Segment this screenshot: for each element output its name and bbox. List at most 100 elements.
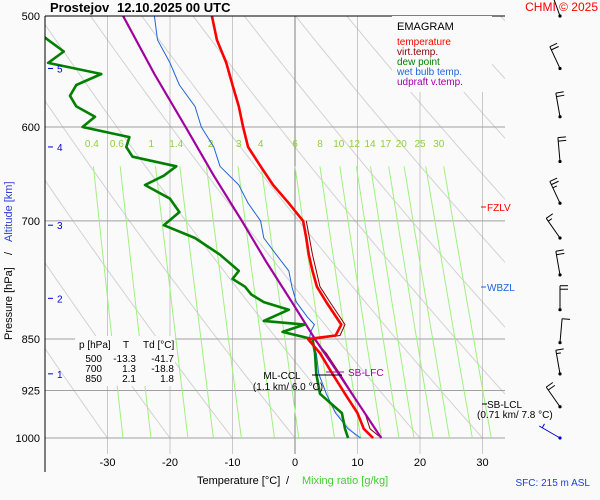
dry-adiabat bbox=[397, 16, 505, 139]
table-cell: 2.1 bbox=[122, 374, 136, 385]
dry-adiabat bbox=[45, 179, 233, 439]
altitude-tick-label: 3 bbox=[57, 221, 63, 232]
table-cell: -18.8 bbox=[151, 364, 174, 375]
mixing-ratio-line bbox=[339, 166, 383, 439]
wind-barb-staff bbox=[538, 425, 561, 439]
mixing-ratio-line bbox=[443, 166, 492, 439]
wind-barbs bbox=[538, 0, 571, 440]
series-layer bbox=[45, 16, 383, 439]
wind-barb-feather bbox=[555, 348, 564, 351]
mixing-ratio-line bbox=[155, 166, 189, 439]
mixing-ratio-line bbox=[119, 166, 152, 439]
wind-barb-feather bbox=[552, 185, 558, 189]
wind-barb-feather bbox=[545, 213, 554, 219]
legend-item-updraft: udpraft v.temp. bbox=[397, 77, 463, 88]
wind-barb-feather bbox=[551, 180, 559, 186]
legend-title: EMAGRAM bbox=[397, 21, 454, 33]
y-tick-label: 700 bbox=[22, 216, 40, 228]
dry-adiabat bbox=[499, 16, 505, 22]
mixing-ratio-label: 25 bbox=[414, 139, 426, 150]
wind-barb bbox=[549, 42, 562, 71]
wind-barb-feather bbox=[549, 42, 558, 48]
mixing-ratio-line bbox=[205, 166, 242, 439]
y-axis-label-altitude: Altitude [km] bbox=[3, 181, 15, 242]
mixing-ratio-label: 8 bbox=[317, 139, 323, 150]
wind-barb-feather bbox=[555, 249, 564, 252]
mixing-ratio-label: 4 bbox=[258, 139, 264, 150]
series-line-dew-point bbox=[45, 35, 350, 439]
dry-adiabat bbox=[45, 347, 108, 439]
y-tick-label: 1000 bbox=[16, 433, 40, 445]
ml-ccl-detail: (1.1 km/ 6.0 °C) bbox=[253, 382, 323, 393]
wind-barb-feather bbox=[556, 252, 565, 256]
wind-barb-feather bbox=[562, 318, 571, 320]
sb-lcl-label: SB-LCL bbox=[487, 400, 522, 411]
wind-barb-feather bbox=[545, 382, 554, 388]
dry-adiabat bbox=[45, 100, 296, 439]
mixing-ratio-label: 12 bbox=[349, 139, 361, 150]
mixing-ratio-label: 0.4 bbox=[85, 139, 99, 150]
wind-barb-staff bbox=[549, 46, 561, 69]
levels-table-background bbox=[75, 336, 175, 386]
wind-barb-staff bbox=[559, 318, 563, 343]
x-tick-label: 0 bbox=[292, 457, 298, 469]
annotations: ML-CCL (1.1 km/ 6.0 °C) SB-LFC SB-LCL (0… bbox=[253, 203, 553, 421]
wind-barb-feather bbox=[549, 177, 558, 182]
mixing-ratio-label: 1.4 bbox=[169, 139, 183, 150]
mixing-ratio-label: 14 bbox=[364, 139, 376, 150]
altitude-tick-label: 5 bbox=[57, 64, 63, 75]
legend-item-wet-bulb: wet bulb temp. bbox=[396, 67, 462, 78]
mixing-ratio-label: 30 bbox=[433, 139, 445, 150]
table-header-p: p [hPa] bbox=[79, 340, 111, 351]
x-tick-label: -10 bbox=[225, 457, 241, 469]
mixing-ratio-line bbox=[388, 166, 434, 439]
wind-barb bbox=[545, 382, 562, 409]
dry-adiabat bbox=[346, 16, 505, 201]
wind-barb bbox=[538, 423, 562, 440]
table-cell: 500 bbox=[85, 354, 102, 365]
y-tick-label: 850 bbox=[22, 334, 40, 346]
y-tick-label: 925 bbox=[22, 386, 40, 398]
wind-barb bbox=[553, 0, 562, 18]
series-line-udpraft-v-temp bbox=[122, 16, 383, 439]
wind-barb bbox=[555, 249, 565, 277]
y-tick-label: 600 bbox=[22, 122, 40, 134]
sb-lcl-detail: (0.71 km/ 7.8 °C) bbox=[477, 410, 553, 421]
wind-barb-feather bbox=[557, 136, 566, 139]
y-axis-separator: / bbox=[3, 251, 15, 255]
mixing-ratio-label: 0.6 bbox=[110, 139, 124, 150]
mixing-ratio-line bbox=[92, 166, 124, 439]
wind-barb-feather bbox=[555, 91, 564, 94]
x-tick-label: 10 bbox=[351, 457, 363, 469]
wind-barb-feather bbox=[547, 218, 553, 222]
wind-barb bbox=[545, 213, 562, 240]
chart-title-station: Prostejov bbox=[50, 0, 110, 15]
mixing-ratio-line bbox=[355, 166, 400, 439]
dry-adiabat bbox=[580, 0, 600, 438]
mixing-ratio-label: 2 bbox=[208, 139, 214, 150]
altitude-tick-label: 2 bbox=[57, 294, 63, 305]
mixing-ratio-line bbox=[370, 166, 415, 439]
legend: EMAGRAM temperature virt.temp. dew point… bbox=[392, 16, 492, 92]
x-tick-label: 20 bbox=[414, 457, 426, 469]
table-cell: 1.8 bbox=[160, 374, 174, 385]
sb-lfc-label: SB-LFC bbox=[348, 368, 384, 379]
x-axis-label: Temperature [°C] bbox=[197, 475, 280, 487]
fzlv-label: FZLV bbox=[487, 203, 511, 214]
wind-barb-staff bbox=[549, 181, 561, 204]
dry-adiabat bbox=[45, 23, 358, 439]
table-cell: 1.3 bbox=[122, 364, 136, 375]
wind-barb-feather bbox=[551, 46, 559, 51]
wind-barb bbox=[555, 91, 565, 119]
table-cell: -41.7 bbox=[151, 354, 174, 365]
mixing-ratio-label: 3 bbox=[236, 139, 242, 150]
wind-barb-feather bbox=[541, 423, 545, 428]
mixing-ratio-label: 10 bbox=[333, 139, 345, 150]
mixing-ratio-line bbox=[237, 166, 275, 439]
legend-item-virt-temp: virt.temp. bbox=[397, 47, 438, 58]
dry-adiabat bbox=[192, 16, 505, 395]
y-axis-label: Pressure [hPa] bbox=[3, 267, 15, 340]
wind-barb bbox=[558, 318, 571, 345]
